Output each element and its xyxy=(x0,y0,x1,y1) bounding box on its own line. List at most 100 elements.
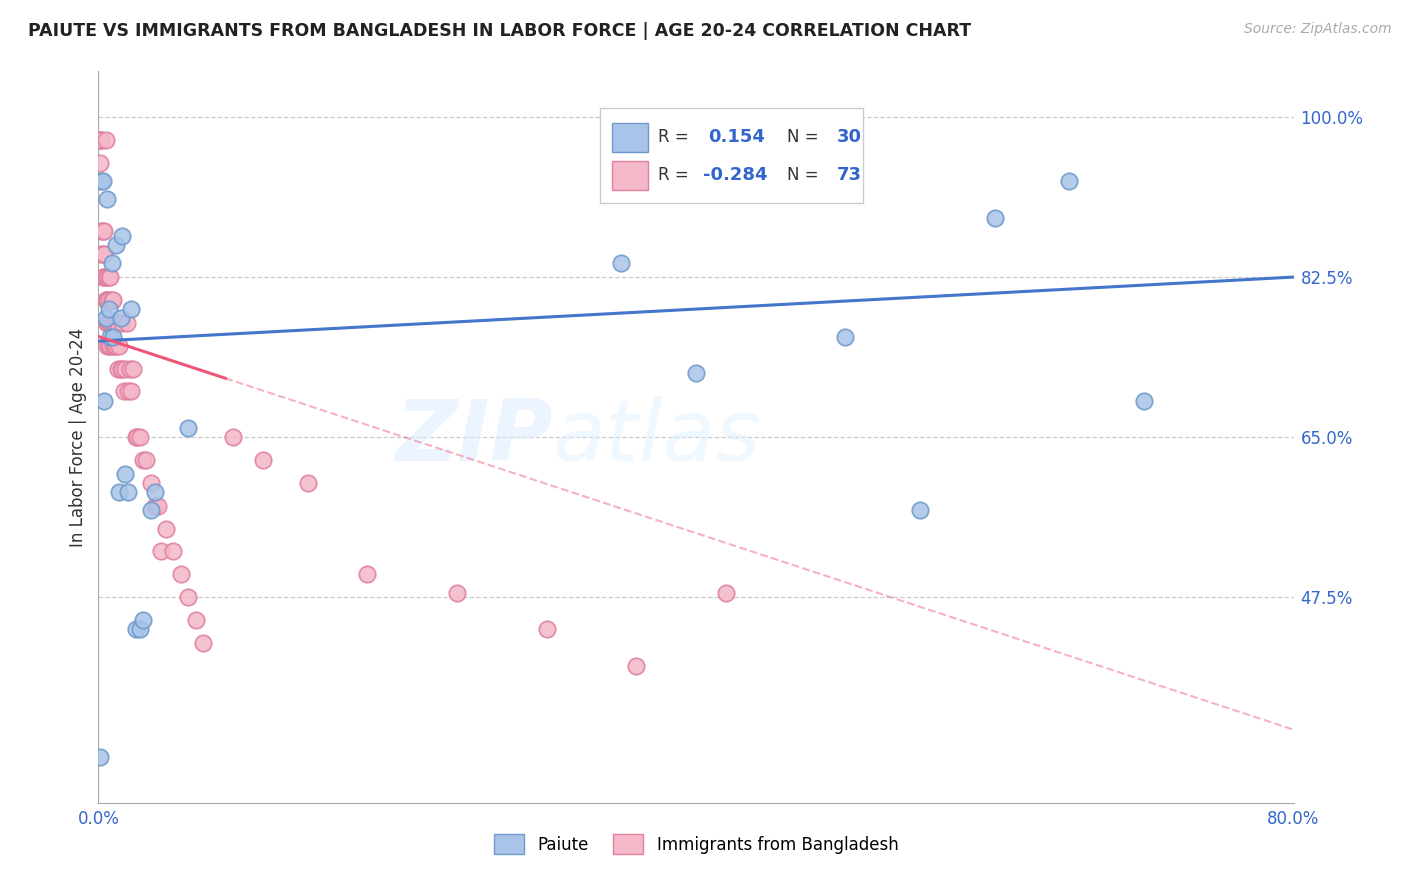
Point xyxy=(90,174,112,188)
Text: ZIP: ZIP xyxy=(395,395,553,479)
Point xyxy=(98,329,122,343)
Point xyxy=(97,270,120,285)
Point xyxy=(94,293,117,307)
Text: N =: N = xyxy=(787,166,824,185)
Point xyxy=(91,270,114,285)
Point xyxy=(125,622,148,636)
Point xyxy=(103,293,125,307)
Point xyxy=(108,339,131,353)
Point xyxy=(111,228,134,243)
Point xyxy=(626,658,648,673)
Point xyxy=(139,503,162,517)
Point xyxy=(93,270,115,285)
Point xyxy=(984,211,1007,225)
Point xyxy=(169,567,191,582)
Point xyxy=(446,585,468,599)
Point xyxy=(150,544,173,558)
Point xyxy=(714,585,737,599)
Point xyxy=(177,590,200,604)
Point xyxy=(536,622,558,636)
Point xyxy=(104,339,127,353)
Point xyxy=(112,384,135,399)
Point xyxy=(114,361,136,376)
Point xyxy=(98,316,122,330)
Point xyxy=(118,361,141,376)
Point xyxy=(143,499,166,513)
Point xyxy=(94,133,117,147)
Text: R =: R = xyxy=(658,166,693,185)
Point xyxy=(96,293,118,307)
Point xyxy=(132,613,155,627)
Point xyxy=(1059,174,1081,188)
Point xyxy=(107,316,129,330)
Point xyxy=(101,256,124,270)
Point xyxy=(97,293,120,307)
Point xyxy=(105,339,128,353)
Point xyxy=(117,485,139,500)
Point xyxy=(191,636,214,650)
Point xyxy=(101,293,124,307)
Point xyxy=(121,361,143,376)
Point xyxy=(91,247,114,261)
Point xyxy=(91,224,114,238)
Point xyxy=(132,453,155,467)
Point xyxy=(110,311,132,326)
Text: 30: 30 xyxy=(837,128,862,146)
Point xyxy=(96,270,118,285)
Point xyxy=(143,485,166,500)
Point xyxy=(252,453,274,467)
Text: R =: R = xyxy=(658,128,693,146)
Point xyxy=(834,329,856,343)
Point xyxy=(356,567,378,582)
Point xyxy=(97,301,120,317)
Point xyxy=(103,316,125,330)
Point xyxy=(685,366,707,380)
Point xyxy=(222,430,245,444)
Point xyxy=(184,613,207,627)
Text: 0.154: 0.154 xyxy=(709,128,765,146)
Point xyxy=(117,384,139,399)
Point xyxy=(90,247,112,261)
Point xyxy=(114,467,136,481)
Point xyxy=(98,270,122,285)
Point xyxy=(105,238,128,252)
Point xyxy=(162,544,184,558)
Point xyxy=(97,339,120,353)
Point xyxy=(89,133,111,147)
Point xyxy=(96,316,118,330)
FancyBboxPatch shape xyxy=(613,161,648,190)
Point xyxy=(111,316,134,330)
Text: N =: N = xyxy=(787,128,824,146)
Point xyxy=(90,133,112,147)
Point xyxy=(91,174,114,188)
Point xyxy=(908,503,931,517)
Point xyxy=(90,224,112,238)
FancyBboxPatch shape xyxy=(613,122,648,152)
Point xyxy=(610,256,633,270)
Point xyxy=(94,293,117,307)
Text: 73: 73 xyxy=(837,166,862,185)
Point xyxy=(129,622,152,636)
Point xyxy=(103,339,125,353)
Point xyxy=(93,247,115,261)
Point xyxy=(94,311,117,326)
Point xyxy=(110,361,132,376)
Point xyxy=(104,316,127,330)
Point xyxy=(105,316,128,330)
Text: -0.284: -0.284 xyxy=(703,166,768,185)
Text: Source: ZipAtlas.com: Source: ZipAtlas.com xyxy=(1244,22,1392,37)
Point xyxy=(89,133,111,147)
Point xyxy=(108,485,131,500)
Point xyxy=(93,393,115,408)
FancyBboxPatch shape xyxy=(600,108,863,203)
Point xyxy=(93,224,115,238)
Point xyxy=(96,339,118,353)
Point xyxy=(103,329,125,343)
Point xyxy=(115,316,138,330)
Point xyxy=(96,316,118,330)
Point xyxy=(107,361,129,376)
Point xyxy=(98,339,122,353)
Point xyxy=(111,361,134,376)
Point xyxy=(148,499,170,513)
Text: PAIUTE VS IMMIGRANTS FROM BANGLADESH IN LABOR FORCE | AGE 20-24 CORRELATION CHAR: PAIUTE VS IMMIGRANTS FROM BANGLADESH IN … xyxy=(28,22,972,40)
